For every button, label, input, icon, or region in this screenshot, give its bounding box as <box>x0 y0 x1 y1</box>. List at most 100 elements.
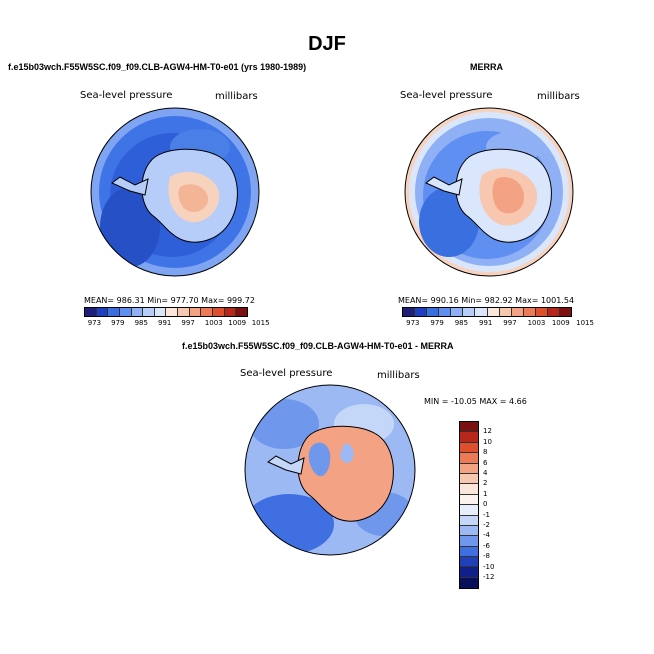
colorbar-tick-label: 0 <box>483 500 488 509</box>
colorbar-tick-label: 973 <box>87 319 102 327</box>
figure-title: DJF <box>308 33 346 55</box>
colorbar-tick-label: 985 <box>454 319 469 327</box>
colorbar-swatch <box>475 308 488 316</box>
model-peninsula <box>111 176 149 196</box>
colorbar-swatch <box>460 422 478 433</box>
colorbar-swatch <box>463 308 476 316</box>
colorbar-swatch <box>131 308 144 316</box>
colorbar-swatch <box>460 557 478 568</box>
model-stats: MEAN= 986.31 Min= 977.70 Max= 999.72 <box>84 296 255 305</box>
colorbar-swatch <box>236 308 247 316</box>
colorbar-swatch <box>451 308 464 316</box>
obs-panel-title: MERRA <box>470 62 503 72</box>
colorbar-tick-label: -12 <box>483 573 495 581</box>
diff-field-label: Sea-level pressure <box>240 368 333 379</box>
colorbar-tick-label: 991 <box>158 319 172 327</box>
colorbar-swatch <box>460 505 478 516</box>
obs-units-label: millibars <box>537 91 580 102</box>
obs-map-border <box>404 107 574 277</box>
colorbar-swatch <box>96 308 109 316</box>
colorbar-tick-label: 979 <box>111 319 125 327</box>
colorbar-swatch <box>460 442 478 454</box>
colorbar-tick-label: 991 <box>479 319 493 327</box>
colorbar-swatch <box>224 308 237 316</box>
obs-peninsula <box>425 176 463 196</box>
colorbar-swatch <box>560 308 572 316</box>
colorbar-swatch <box>535 308 548 316</box>
model-map-border <box>90 107 260 277</box>
colorbar-swatch <box>499 308 512 316</box>
colorbar-swatch <box>460 473 478 485</box>
model-plateau-max <box>178 184 209 213</box>
colorbar-swatch <box>460 515 478 526</box>
diff-peninsula <box>267 455 305 475</box>
colorbar-swatch <box>189 308 202 316</box>
colorbar-swatch <box>511 308 524 316</box>
diff-map-border <box>244 384 416 556</box>
obs-colorbar-ticks: 973 979 985 991 997 1003 1009 1015 <box>402 319 594 329</box>
diff-negative-east <box>340 443 354 463</box>
colorbar-tick-label: 973 <box>406 319 420 327</box>
colorbar-swatch <box>439 308 452 316</box>
colorbar-tick-label: 2 <box>483 479 488 488</box>
colorbar-swatch <box>154 308 167 316</box>
colorbar-swatch <box>427 308 440 316</box>
diff-units-label: millibars <box>377 370 420 381</box>
colorbar-tick-label: 997 <box>503 319 517 327</box>
colorbar-tick-label: -2 <box>483 521 490 529</box>
colorbar-swatch <box>166 308 179 316</box>
colorbar-tick-label: -8 <box>483 552 490 561</box>
colorbar-tick-label: 12 <box>483 427 492 436</box>
colorbar-tick-label: 1009 <box>551 319 570 327</box>
colorbar-swatch <box>460 577 478 589</box>
colorbar-tick-label: 1009 <box>228 319 247 327</box>
colorbar-tick-label: 997 <box>181 319 195 327</box>
colorbar-swatch <box>178 308 190 316</box>
colorbar-swatch <box>547 308 561 316</box>
colorbar-tick-label: 1015 <box>576 319 594 327</box>
diff-colorbar <box>459 421 479 590</box>
colorbar-tick-label: 4 <box>483 469 488 477</box>
colorbar-swatch <box>460 453 478 464</box>
diff-polar-map <box>244 384 416 556</box>
colorbar-tick-label: -10 <box>483 562 495 571</box>
obs-polar-map <box>404 107 574 277</box>
colorbar-tick-label: 1015 <box>251 319 270 327</box>
colorbar-tick-label: -4 <box>483 531 490 540</box>
colorbar-swatch <box>403 308 416 316</box>
colorbar-swatch <box>460 525 478 537</box>
diff-stats: MIN = -10.05 MAX = 4.66 <box>424 397 527 406</box>
colorbar-swatch <box>415 308 428 316</box>
colorbar-tick-label: 1 <box>483 489 488 498</box>
colorbar-swatch <box>108 308 120 316</box>
colorbar-tick-label: 979 <box>430 319 444 327</box>
model-polar-map <box>90 107 260 277</box>
model-low-west <box>100 187 160 267</box>
colorbar-tick-label: 1003 <box>527 319 546 327</box>
model-colorbar-ticks: 973 979 985 991 997 1003 1009 1015 <box>84 319 270 329</box>
diff-negative-inland <box>308 442 331 477</box>
colorbar-swatch <box>460 463 478 474</box>
colorbar-swatch <box>460 567 478 578</box>
colorbar-swatch <box>460 546 478 558</box>
model-units-label: millibars <box>215 91 258 102</box>
colorbar-swatch <box>460 494 478 506</box>
colorbar-swatch <box>460 484 478 495</box>
colorbar-swatch <box>85 308 97 316</box>
obs-field-label: Sea-level pressure <box>400 90 493 101</box>
obs-stats: MEAN= 990.16 Min= 982.92 Max= 1001.54 <box>398 296 575 305</box>
obs-colorbar <box>402 307 572 317</box>
diff-colorbar-ticks: 12 10 8 6 4 2 1 0 -1 -2 -4 -6 -8 -10 -12 <box>483 421 513 591</box>
model-colorbar <box>84 307 248 317</box>
colorbar-tick-label: 6 <box>483 458 488 467</box>
colorbar-swatch <box>201 308 214 316</box>
colorbar-swatch <box>119 308 132 316</box>
diff-panel-title: f.e15b03wch.F55W5SC.f09_f09.CLB-AGW4-HM-… <box>182 341 454 351</box>
colorbar-tick-label: -6 <box>483 541 490 550</box>
colorbar-swatch <box>143 308 155 316</box>
colorbar-swatch <box>460 432 478 443</box>
colorbar-tick-label: 1003 <box>204 319 223 327</box>
model-panel-title: f.e15b03wch.F55W5SC.f09_f09.CLB-AGW4-HM-… <box>8 62 307 72</box>
colorbar-swatch <box>523 308 536 316</box>
colorbar-swatch <box>213 308 225 316</box>
